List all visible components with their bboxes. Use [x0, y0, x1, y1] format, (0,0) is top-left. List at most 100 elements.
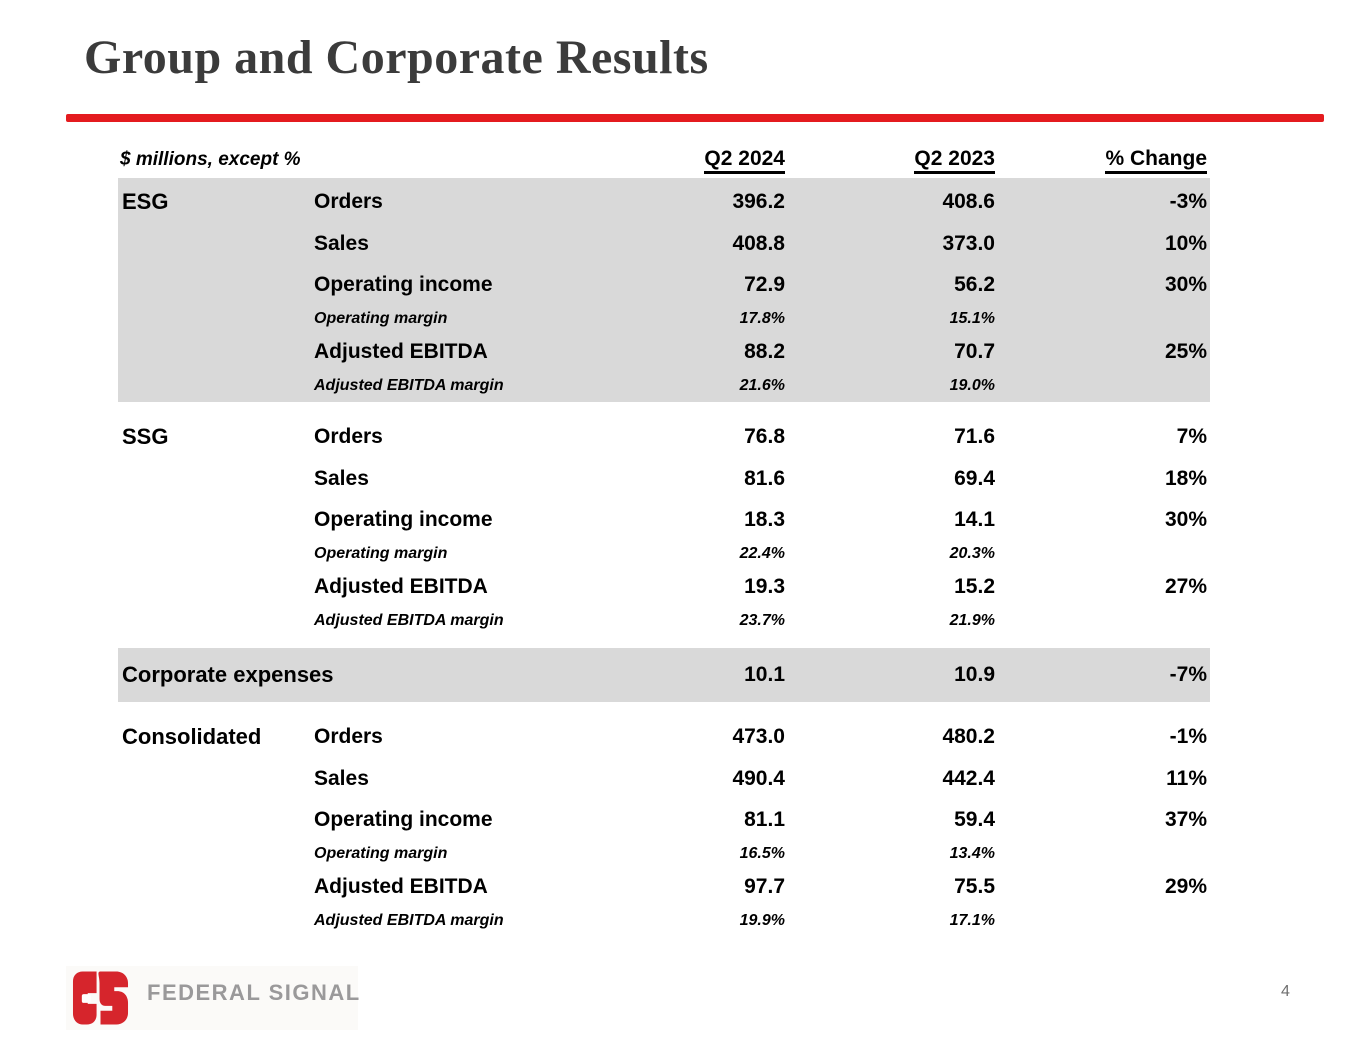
value-change: 11%: [1166, 767, 1207, 790]
logo-wordmark: FEDERAL SIGNAL: [147, 980, 361, 1005]
value-q2-2023: 71.6: [954, 425, 995, 448]
metric-sublabel: Adjusted EBITDA margin: [314, 611, 504, 629]
value-change: 10%: [1164, 232, 1207, 255]
value-q2-2024: 10.1: [744, 663, 785, 686]
value-q2-2024: 72.9: [744, 273, 785, 296]
value-change: 30%: [1164, 273, 1207, 296]
metric-sublabel: Operating margin: [314, 844, 448, 862]
metric-label: Adjusted EBITDA: [314, 875, 488, 898]
table-row: Operating income 72.9 56.2 30%: [118, 265, 1210, 305]
value-q2-2024: 16.5%: [739, 844, 785, 862]
value-q2-2023: 17.1%: [949, 911, 995, 929]
metric-label: Orders: [314, 725, 383, 748]
value-q2-2024: 76.8: [744, 425, 785, 448]
metric-label: Adjusted EBITDA: [314, 575, 488, 598]
value-q2-2024: 88.2: [744, 340, 785, 363]
value-q2-2024: 19.3: [744, 575, 785, 598]
group-label-ssg: SSG: [122, 424, 169, 449]
group-label-corporate-expenses: Corporate expenses: [122, 662, 334, 687]
table-row: Adjusted EBITDA 19.3 15.2 27%: [118, 567, 1210, 607]
table-row: Sales 490.4 442.4 11%: [118, 758, 1210, 800]
value-q2-2023: 373.0: [942, 232, 995, 255]
value-q2-2023: 19.0%: [949, 376, 995, 394]
value-change: -7%: [1169, 663, 1207, 686]
metric-label: Orders: [314, 425, 383, 448]
metric-sublabel: Operating margin: [314, 309, 448, 327]
value-change: 7%: [1176, 425, 1207, 448]
value-q2-2024: 19.9%: [739, 911, 785, 929]
section-corporate-expenses: Corporate expenses 10.1 10.9 -7%: [118, 648, 1210, 702]
metric-label: Sales: [314, 767, 369, 790]
value-q2-2023: 59.4: [954, 808, 995, 831]
value-q2-2023: 15.2: [954, 575, 995, 598]
table-subrow: Operating margin 16.5% 13.4%: [118, 840, 1210, 867]
value-q2-2023: 10.9: [954, 663, 995, 686]
metric-label: Operating income: [314, 508, 493, 531]
section-consolidated: Consolidated Orders 473.0 480.2 -1% Sale…: [118, 713, 1210, 937]
value-q2-2023: 21.9%: [949, 611, 995, 629]
metric-label: Sales: [314, 467, 369, 490]
page-number: 4: [1281, 983, 1290, 1000]
metric-label: Operating income: [314, 808, 493, 831]
value-q2-2024: 396.2: [732, 190, 785, 213]
table-row: Adjusted EBITDA 88.2 70.7 25%: [118, 332, 1210, 372]
table-row: Adjusted EBITDA 97.7 75.5 29%: [118, 867, 1210, 907]
col-header-q2-2023: Q2 2023: [788, 147, 998, 174]
col-header-q2-2024: Q2 2024: [600, 147, 788, 174]
value-q2-2024: 23.7%: [739, 611, 785, 629]
value-change: 27%: [1164, 575, 1207, 598]
group-label-esg: ESG: [122, 189, 169, 214]
metric-sublabel: Adjusted EBITDA margin: [314, 911, 504, 929]
value-q2-2024: 81.1: [744, 808, 785, 831]
metric-label: Sales: [314, 232, 369, 255]
value-change: 37%: [1164, 808, 1207, 831]
value-change: 30%: [1164, 508, 1207, 531]
title-divider-rule: [66, 114, 1324, 122]
table-row: Consolidated Orders 473.0 480.2 -1%: [118, 716, 1210, 758]
table-header-row: $ millions, except % Q2 2024 Q2 2023 % C…: [118, 133, 1210, 178]
col-header-change: % Change: [998, 147, 1210, 174]
table-row: Corporate expenses 10.1 10.9 -7%: [118, 651, 1210, 699]
table-subrow: Operating margin 22.4% 20.3%: [118, 540, 1210, 567]
table-row: Sales 81.6 69.4 18%: [118, 458, 1210, 500]
value-q2-2024: 97.7: [744, 875, 785, 898]
metric-label: Adjusted EBITDA: [314, 340, 488, 363]
value-q2-2023: 56.2: [954, 273, 995, 296]
value-change: 29%: [1164, 875, 1207, 898]
table-row: SSG Orders 76.8 71.6 7%: [118, 416, 1210, 458]
value-change: -3%: [1169, 190, 1207, 213]
value-q2-2024: 18.3: [744, 508, 785, 531]
table-subrow: Adjusted EBITDA margin 23.7% 21.9%: [118, 607, 1210, 634]
metric-label: Operating income: [314, 273, 493, 296]
financial-table: $ millions, except % Q2 2024 Q2 2023 % C…: [118, 133, 1210, 937]
table-subrow: Operating margin 17.8% 15.1%: [118, 305, 1210, 332]
value-q2-2023: 480.2: [942, 725, 995, 748]
section-esg: ESG Orders 396.2 408.6 -3% Sales 408.8 3…: [118, 178, 1210, 402]
value-q2-2024: 81.6: [744, 467, 785, 490]
metric-sublabel: Adjusted EBITDA margin: [314, 376, 504, 394]
value-q2-2023: 14.1: [954, 508, 995, 531]
page-title: Group and Corporate Results: [84, 31, 709, 84]
metric-label: Orders: [314, 190, 383, 213]
value-q2-2024: 17.8%: [739, 309, 785, 327]
value-change: -1%: [1169, 725, 1207, 748]
metric-sublabel: Operating margin: [314, 544, 448, 562]
table-subrow: Adjusted EBITDA margin 19.9% 17.1%: [118, 907, 1210, 934]
value-q2-2024: 490.4: [732, 767, 785, 790]
value-change: 18%: [1164, 467, 1207, 490]
value-change: 25%: [1164, 340, 1207, 363]
value-q2-2024: 408.8: [732, 232, 785, 255]
table-row: Sales 408.8 373.0 10%: [118, 223, 1210, 265]
value-q2-2023: 442.4: [942, 767, 995, 790]
value-q2-2023: 13.4%: [949, 844, 995, 862]
federal-signal-fs-logo-icon: [72, 971, 129, 1025]
section-ssg: SSG Orders 76.8 71.6 7% Sales 81.6 69.4 …: [118, 413, 1210, 637]
value-q2-2023: 75.5: [954, 875, 995, 898]
value-q2-2023: 408.6: [942, 190, 995, 213]
table-row: Operating income 81.1 59.4 37%: [118, 800, 1210, 840]
table-row: ESG Orders 396.2 408.6 -3%: [118, 181, 1210, 223]
value-q2-2024: 473.0: [732, 725, 785, 748]
value-q2-2023: 69.4: [954, 467, 995, 490]
value-q2-2024: 22.4%: [739, 544, 785, 562]
value-q2-2024: 21.6%: [739, 376, 785, 394]
